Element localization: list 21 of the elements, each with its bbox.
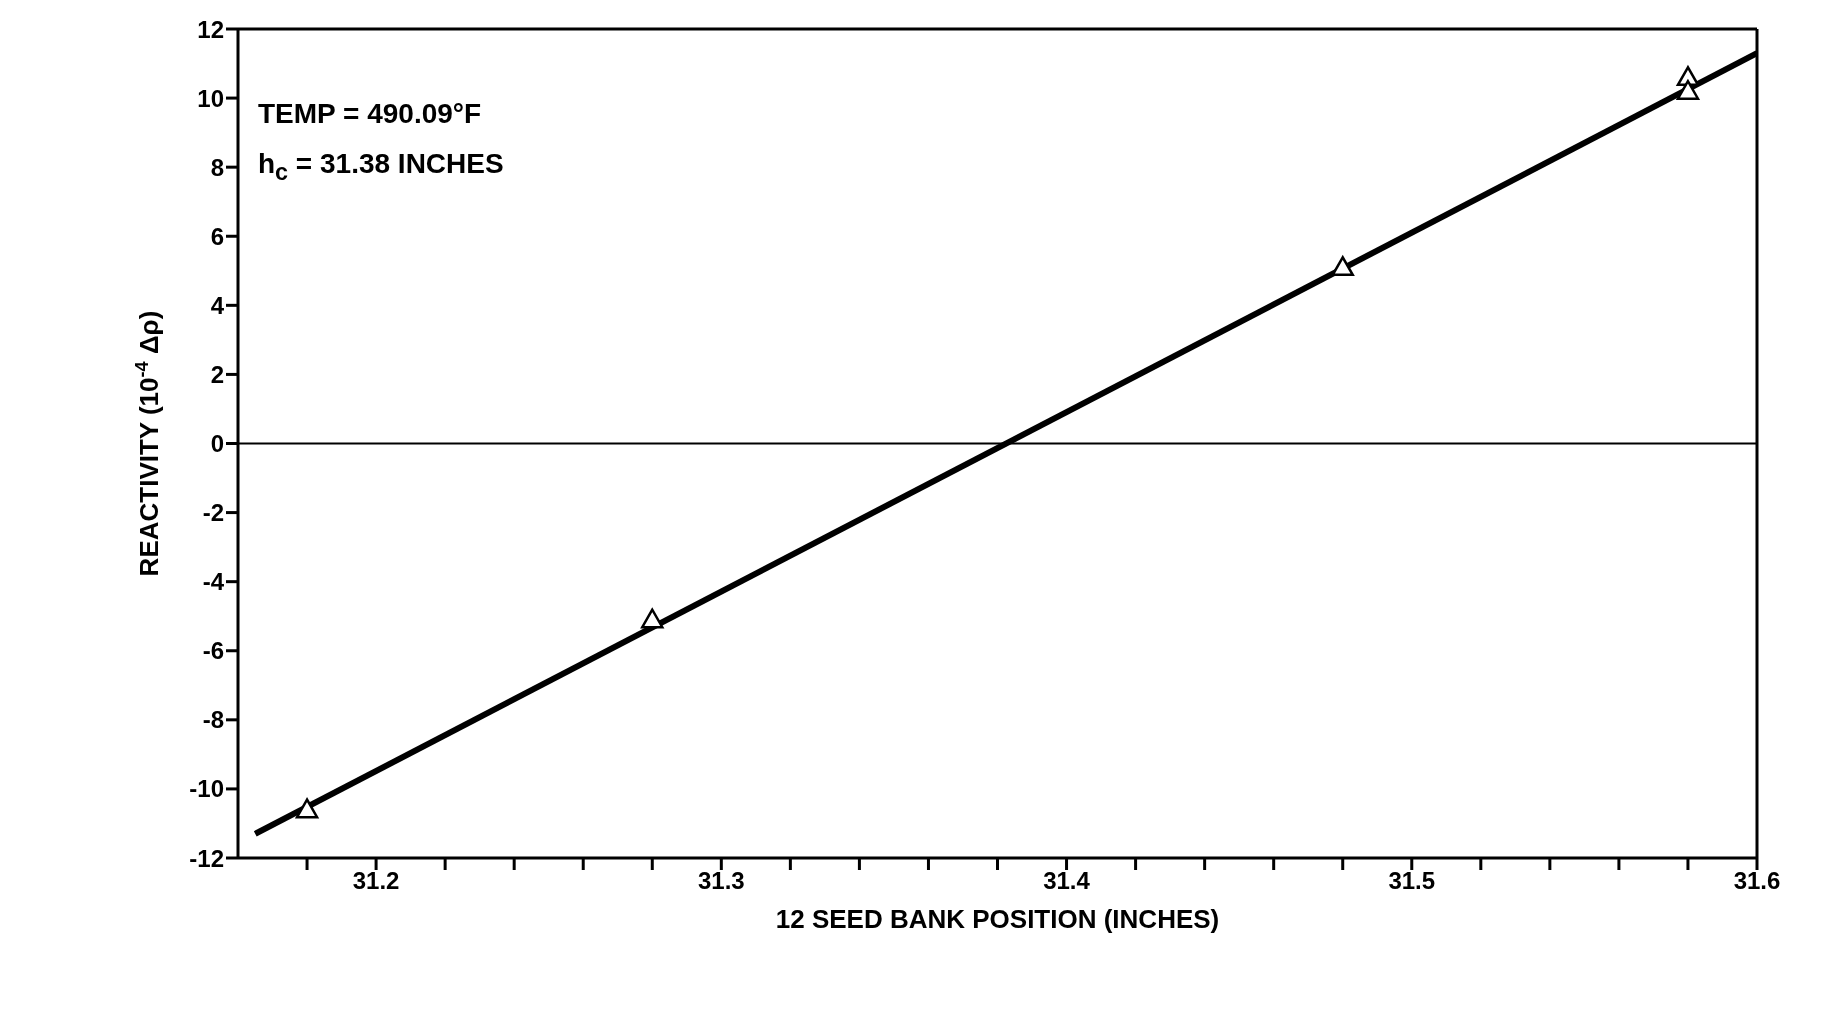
y-tick-label: -6: [202, 637, 224, 665]
y-tick-label: 4: [210, 291, 225, 319]
y-tick-label: 10: [197, 84, 224, 112]
y-tick-label: -2: [202, 499, 224, 527]
y-tick-label: -4: [202, 568, 225, 596]
annotation: TEMP = 490.09°F: [258, 98, 482, 130]
y-tick-label: 6: [210, 222, 224, 250]
y-tick-label: 8: [210, 153, 224, 181]
y-tick-label: -8: [202, 706, 224, 734]
y-tick-label: -10: [189, 775, 224, 803]
y-tick-label: 0: [210, 430, 224, 458]
y-tick-label: 12: [197, 15, 224, 43]
x-tick-label: 31.6: [1733, 867, 1781, 895]
x-tick-label: 31.3: [697, 867, 745, 895]
x-tick-label: 31.4: [1043, 867, 1091, 895]
y-tick-label: -12: [189, 844, 224, 872]
x-tick-label: 31.2: [352, 867, 400, 895]
annotation: h$_{c}$ = 31.38 INCHES: [258, 148, 504, 186]
y-tick-label: 2: [210, 360, 224, 388]
x-axis-title: 12 SEED BANK POSITION (INCHES): [775, 904, 1220, 934]
x-tick-label: 31.5: [1388, 867, 1436, 895]
